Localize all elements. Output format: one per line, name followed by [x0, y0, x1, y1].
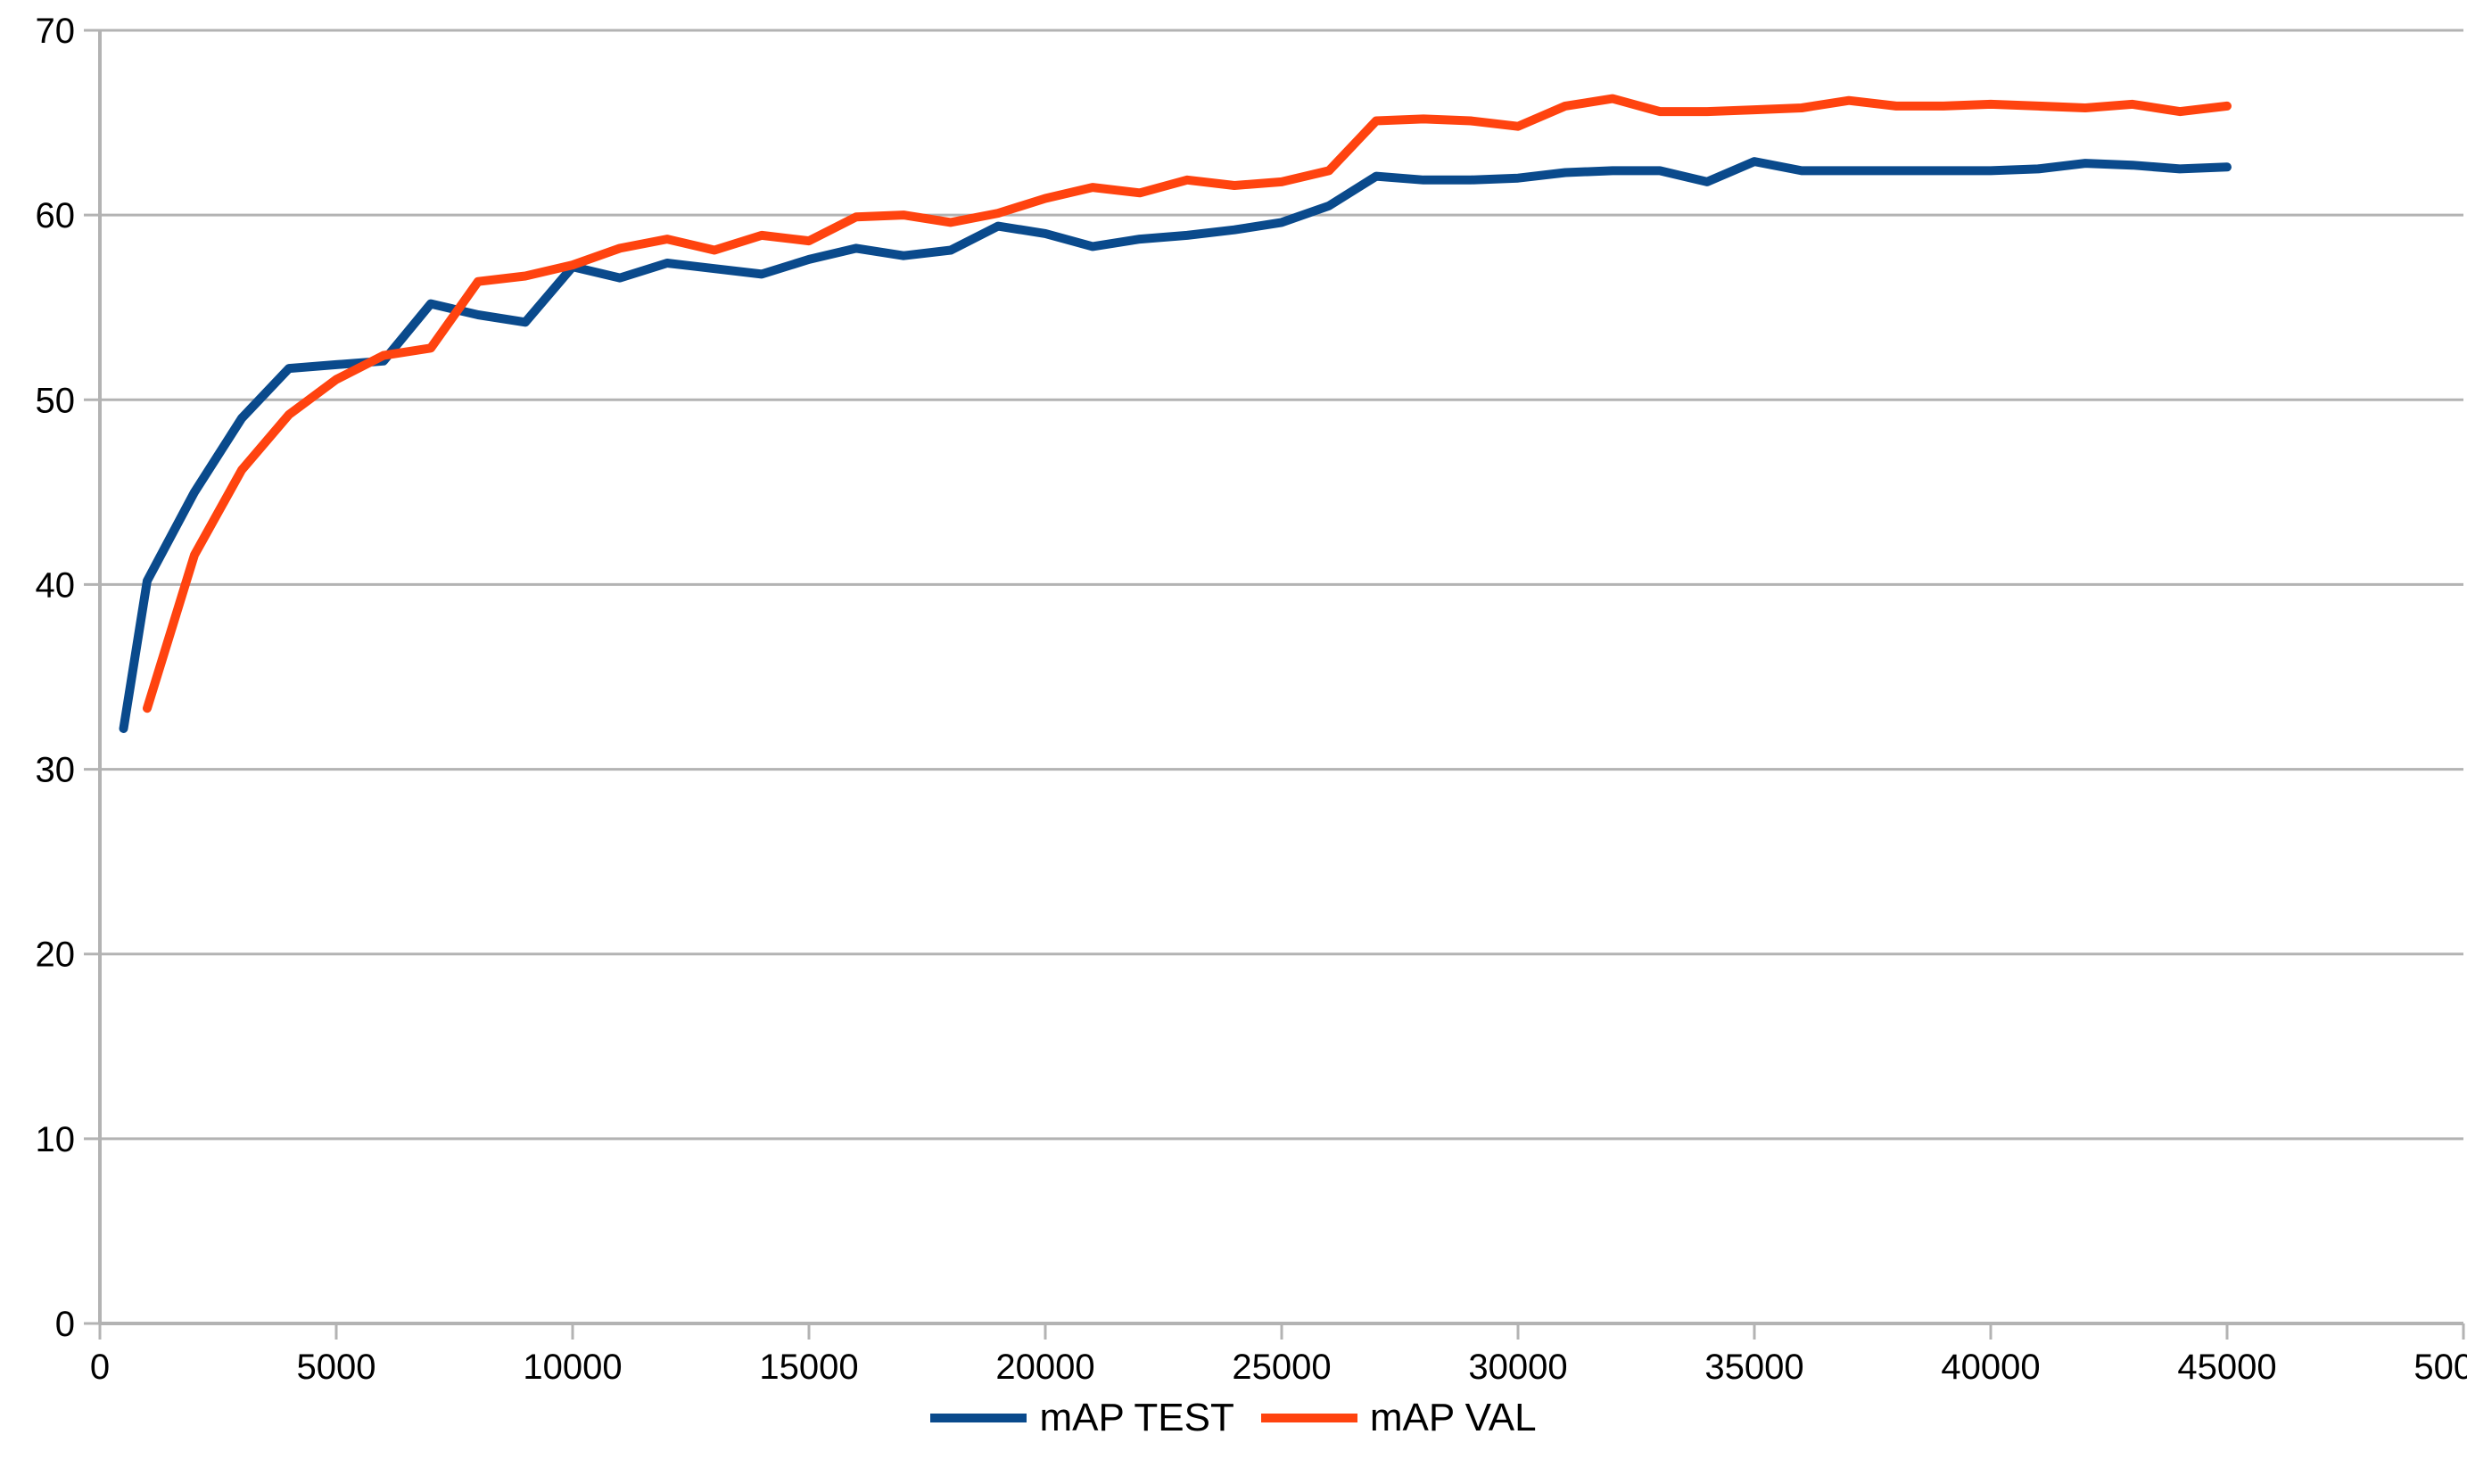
y-tick-label-30: 30	[36, 751, 76, 790]
x-tick-label-15000: 15000	[759, 1348, 858, 1387]
legend-label-map-test: mAP TEST	[1039, 1396, 1234, 1439]
y-axis-tick-labels: 0 10 20 30 40 50 60 70	[36, 12, 76, 1344]
y-tick-label-50: 50	[36, 381, 76, 420]
x-tick-label-50000: 50000	[2413, 1348, 2467, 1387]
data-series	[119, 94, 2232, 733]
x-tick-label-20000: 20000	[995, 1348, 1094, 1387]
legend-item-map-val: mAP VAL	[1260, 1396, 1537, 1439]
chart-legend: mAP TEST mAP VAL	[0, 1396, 2467, 1439]
y-tick-label-40: 40	[36, 565, 76, 605]
gridlines	[100, 29, 2463, 1325]
legend-label-map-val: mAP VAL	[1369, 1396, 1537, 1439]
series-line-map-val	[143, 94, 2232, 713]
x-axis-tick-labels: 0 5000 10000 15000 20000 25000 30000 35000 40000…	[90, 1348, 2467, 1387]
y-tick-label-60: 60	[36, 196, 76, 235]
y-tick-label-70: 70	[36, 12, 76, 51]
map-val-line-swatch	[1260, 1414, 1357, 1423]
y-tick-label-10: 10	[36, 1120, 76, 1159]
y-tick-label-0: 0	[55, 1305, 75, 1344]
x-tick-label-35000: 35000	[1704, 1348, 1803, 1387]
x-tick-label-45000: 45000	[2177, 1348, 2276, 1387]
axes	[84, 29, 2465, 1340]
x-tick-label-30000: 30000	[1468, 1348, 1567, 1387]
legend-item-map-test: mAP TEST	[930, 1396, 1234, 1439]
x-tick-label-10000: 10000	[523, 1348, 622, 1387]
x-tick-label-5000: 5000	[297, 1348, 376, 1387]
x-tick-label-0: 0	[90, 1348, 110, 1387]
map-test-line-swatch	[930, 1414, 1027, 1423]
y-tick-label-20: 20	[36, 936, 76, 975]
x-tick-label-40000: 40000	[1941, 1348, 2040, 1387]
x-tick-label-25000: 25000	[1232, 1348, 1331, 1387]
series-line-map-test	[119, 157, 2232, 733]
